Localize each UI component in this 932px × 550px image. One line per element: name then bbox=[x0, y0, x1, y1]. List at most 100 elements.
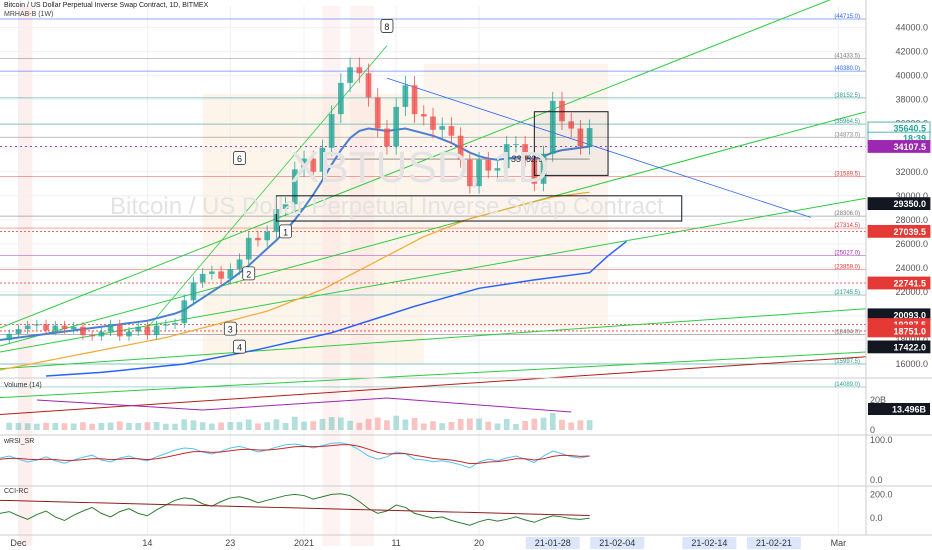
candle bbox=[70, 326, 77, 330]
price-badge bbox=[867, 276, 931, 290]
volume-bar bbox=[116, 421, 123, 430]
cci-signal-line bbox=[0, 499, 590, 517]
candle bbox=[338, 82, 344, 115]
volume-bar bbox=[420, 423, 427, 430]
price-tick-label: 16000.0 bbox=[895, 359, 928, 369]
cci-tick: 200.0 bbox=[870, 489, 893, 499]
volume-bar bbox=[577, 420, 584, 430]
price-tick-label: 30000.0 bbox=[895, 191, 928, 201]
candle bbox=[411, 85, 418, 115]
volume-badge bbox=[868, 403, 930, 415]
volume-bar bbox=[466, 418, 473, 430]
candle bbox=[89, 335, 95, 337]
wave-label-3: 3 bbox=[228, 325, 233, 335]
time-tick-label: 11 bbox=[391, 538, 400, 548]
cci-line bbox=[0, 493, 590, 526]
wave-label-box bbox=[223, 321, 237, 336]
volume-bar bbox=[190, 420, 197, 430]
level-label: (14089.0) bbox=[834, 382, 860, 388]
candle bbox=[365, 73, 372, 98]
level-label: (25027.0) bbox=[834, 251, 860, 257]
level-label: (15997.5) bbox=[834, 359, 860, 365]
wave-label-4: 4 bbox=[237, 343, 242, 353]
date-badge bbox=[682, 537, 737, 549]
candle bbox=[33, 324, 40, 326]
volume-bar bbox=[559, 419, 565, 430]
wave-label-box bbox=[233, 339, 246, 354]
level-label: (41433.5) bbox=[834, 53, 860, 59]
candle bbox=[80, 326, 86, 336]
volume-bar bbox=[531, 418, 538, 430]
volume-bar bbox=[172, 423, 178, 430]
volume-bar bbox=[52, 423, 59, 430]
candle bbox=[144, 326, 151, 336]
price-badge bbox=[867, 224, 931, 238]
level-label: (21745.5) bbox=[834, 290, 860, 296]
volume-bar bbox=[218, 422, 224, 430]
trendline-blue bbox=[386, 77, 811, 218]
volume-bar bbox=[291, 416, 298, 430]
alert-band-mid bbox=[322, 6, 341, 546]
volume-bar bbox=[33, 423, 40, 430]
wave-label-box bbox=[279, 224, 292, 239]
date-badge bbox=[590, 537, 645, 549]
price-badge bbox=[867, 324, 931, 338]
price-badge-label: 17422.0 bbox=[893, 342, 926, 352]
volume-bar bbox=[328, 417, 335, 430]
candle bbox=[485, 159, 492, 171]
candle bbox=[162, 324, 169, 326]
candle bbox=[135, 326, 142, 332]
candle bbox=[98, 331, 105, 337]
trendline-green bbox=[0, 0, 831, 329]
price-tick-label: 24000.0 bbox=[895, 263, 928, 273]
candle bbox=[107, 324, 114, 332]
date-badge-label: 21-01-28 bbox=[535, 538, 571, 548]
candle bbox=[245, 237, 252, 260]
candle bbox=[310, 158, 317, 172]
volume-bar bbox=[549, 413, 556, 430]
date-badge-label: 21-02-14 bbox=[691, 538, 727, 548]
volume-bar bbox=[70, 423, 77, 430]
candle bbox=[476, 159, 482, 187]
candle bbox=[439, 126, 446, 130]
volume-bar bbox=[384, 420, 390, 430]
level-label: (18464.0) bbox=[834, 329, 860, 335]
volume-bar bbox=[494, 423, 501, 430]
candle bbox=[181, 300, 188, 324]
wave-label-6: 6 bbox=[237, 154, 242, 164]
volume-bar bbox=[356, 422, 363, 430]
volume-bar bbox=[24, 423, 31, 430]
level-label: (28306.0) bbox=[834, 211, 860, 217]
candle bbox=[199, 273, 206, 283]
candle bbox=[347, 67, 353, 83]
time-tick-label: 14 bbox=[142, 538, 152, 548]
volume-bar bbox=[255, 423, 261, 430]
price-tick-label: 18000.0 bbox=[895, 335, 928, 345]
candle bbox=[282, 204, 289, 210]
volume-bar bbox=[181, 419, 188, 430]
candle bbox=[236, 259, 243, 270]
volume-bar bbox=[319, 419, 326, 430]
ema-fast-line bbox=[0, 127, 590, 341]
price-badge-label: 34107.5 bbox=[893, 142, 926, 152]
candle bbox=[116, 324, 123, 337]
candle bbox=[172, 323, 178, 325]
candle bbox=[356, 67, 363, 74]
candle bbox=[494, 168, 501, 171]
trendline-green bbox=[0, 197, 867, 353]
level-label: (44715.0) bbox=[834, 14, 860, 20]
price-badge-label: 18:39 bbox=[903, 134, 926, 144]
candle bbox=[549, 100, 556, 154]
candle bbox=[43, 324, 49, 331]
price-badge bbox=[867, 140, 931, 153]
candle bbox=[522, 144, 528, 159]
volume-bar bbox=[347, 420, 353, 430]
volume-bar bbox=[365, 419, 372, 430]
rsi-pane-title: wRSI_SR bbox=[4, 438, 35, 445]
trendline-steep bbox=[147, 45, 388, 329]
volume-bar bbox=[80, 422, 86, 430]
candle bbox=[126, 331, 132, 337]
volume-bar bbox=[503, 419, 510, 430]
wave-label-box bbox=[380, 19, 394, 33]
